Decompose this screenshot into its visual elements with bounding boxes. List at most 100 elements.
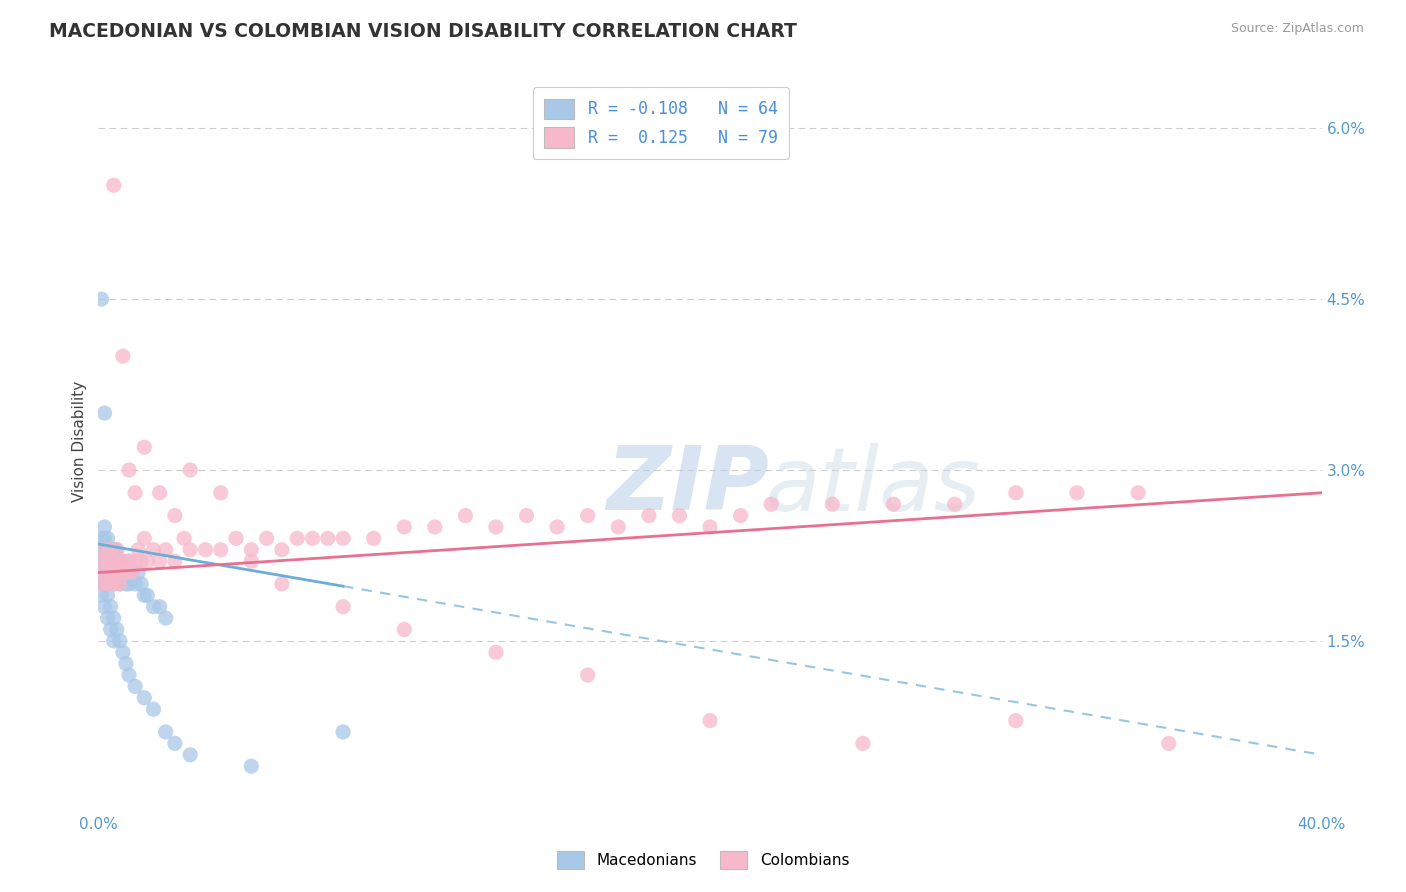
- Point: [93, 554, 115, 568]
- Point: [124, 577, 146, 591]
- Point: [301, 532, 323, 546]
- Point: [149, 485, 172, 500]
- Point: [136, 588, 159, 602]
- Point: [240, 542, 263, 557]
- Point: [485, 520, 508, 534]
- Point: [90, 577, 112, 591]
- Point: [97, 554, 120, 568]
- Point: [105, 542, 128, 557]
- Point: [668, 508, 690, 523]
- Y-axis label: Vision Disability: Vision Disability: [72, 381, 87, 502]
- Point: [124, 554, 146, 568]
- Point: [270, 542, 292, 557]
- Point: [103, 178, 125, 193]
- Point: [1128, 485, 1150, 500]
- Point: [90, 554, 112, 568]
- Point: [607, 520, 630, 534]
- Point: [115, 577, 138, 591]
- Point: [142, 702, 165, 716]
- Point: [423, 520, 446, 534]
- Point: [179, 463, 201, 477]
- Point: [134, 532, 156, 546]
- Point: [730, 508, 752, 523]
- Point: [100, 623, 122, 637]
- Point: [179, 747, 201, 762]
- Point: [93, 520, 115, 534]
- Point: [103, 577, 125, 591]
- Point: [90, 542, 112, 557]
- Point: [103, 577, 125, 591]
- Point: [149, 599, 172, 614]
- Point: [103, 542, 125, 557]
- Text: atlas: atlas: [765, 443, 980, 529]
- Point: [883, 497, 905, 511]
- Point: [90, 554, 112, 568]
- Point: [1004, 485, 1026, 500]
- Point: [129, 577, 152, 591]
- Point: [90, 566, 112, 580]
- Point: [118, 668, 141, 682]
- Point: [1066, 485, 1088, 500]
- Point: [1157, 736, 1180, 750]
- Point: [759, 497, 782, 511]
- Point: [179, 542, 201, 557]
- Point: [1004, 714, 1026, 728]
- Point: [163, 554, 186, 568]
- Point: [134, 440, 156, 454]
- Point: [285, 532, 308, 546]
- Point: [209, 542, 232, 557]
- Point: [155, 542, 177, 557]
- Point: [576, 508, 599, 523]
- Point: [118, 554, 141, 568]
- Point: [108, 554, 131, 568]
- Point: [699, 714, 721, 728]
- Point: [93, 599, 115, 614]
- Point: [142, 599, 165, 614]
- Point: [111, 349, 134, 363]
- Point: [516, 508, 538, 523]
- Point: [124, 680, 146, 694]
- Point: [136, 554, 159, 568]
- Point: [127, 542, 149, 557]
- Point: [821, 497, 844, 511]
- Point: [97, 554, 120, 568]
- Point: [392, 623, 416, 637]
- Point: [240, 759, 263, 773]
- Text: Source: ZipAtlas.com: Source: ZipAtlas.com: [1230, 22, 1364, 36]
- Point: [93, 542, 115, 557]
- Point: [155, 725, 177, 739]
- Point: [115, 566, 138, 580]
- Point: [100, 542, 122, 557]
- Point: [97, 588, 120, 602]
- Point: [392, 520, 416, 534]
- Point: [105, 623, 128, 637]
- Point: [111, 554, 134, 568]
- Point: [134, 588, 156, 602]
- Point: [93, 577, 115, 591]
- Point: [90, 588, 112, 602]
- Point: [93, 532, 115, 546]
- Point: [852, 736, 875, 750]
- Point: [97, 577, 120, 591]
- Point: [576, 668, 599, 682]
- Point: [163, 736, 186, 750]
- Point: [93, 542, 115, 557]
- Point: [111, 645, 134, 659]
- Point: [316, 532, 339, 546]
- Point: [100, 542, 122, 557]
- Point: [108, 554, 131, 568]
- Point: [97, 566, 120, 580]
- Text: ZIP: ZIP: [606, 442, 769, 530]
- Point: [105, 566, 128, 580]
- Point: [118, 554, 141, 568]
- Point: [90, 532, 112, 546]
- Point: [100, 554, 122, 568]
- Point: [111, 566, 134, 580]
- Point: [93, 566, 115, 580]
- Legend: Macedonians, Colombians: Macedonians, Colombians: [551, 845, 855, 875]
- Point: [105, 542, 128, 557]
- Point: [142, 542, 165, 557]
- Point: [108, 577, 131, 591]
- Point: [103, 611, 125, 625]
- Point: [699, 520, 721, 534]
